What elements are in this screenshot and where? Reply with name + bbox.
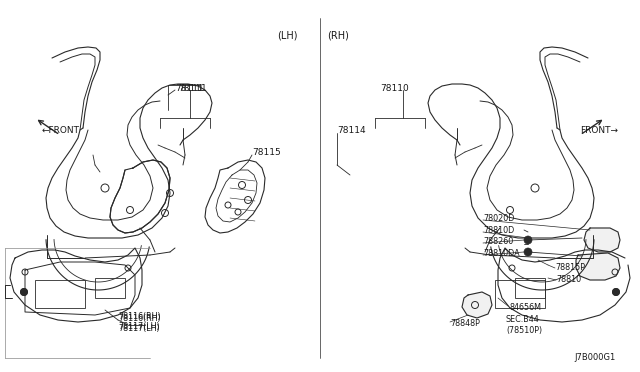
Text: 78114: 78114 — [337, 125, 365, 135]
Text: 788260: 788260 — [483, 237, 513, 246]
Text: 78810: 78810 — [556, 276, 581, 285]
Text: SEC.B44: SEC.B44 — [506, 315, 540, 324]
Bar — [495, 280, 545, 308]
Text: 78116(RH): 78116(RH) — [118, 314, 161, 323]
Circle shape — [524, 236, 532, 244]
Text: FRONT→: FRONT→ — [580, 125, 618, 135]
Circle shape — [524, 248, 532, 256]
Text: (RH): (RH) — [327, 30, 349, 40]
Text: (78510P): (78510P) — [506, 326, 542, 334]
Text: 78020D: 78020D — [483, 214, 515, 222]
Text: 78110: 78110 — [380, 83, 409, 93]
Bar — [515, 278, 545, 298]
Text: 78810DA: 78810DA — [483, 248, 520, 257]
Text: 78115: 78115 — [252, 148, 281, 157]
Bar — [35, 280, 85, 308]
Text: 78810D: 78810D — [483, 225, 515, 234]
Circle shape — [20, 289, 28, 295]
Text: 78117(LH): 78117(LH) — [118, 324, 159, 333]
Text: 78111: 78111 — [175, 83, 204, 93]
Text: 78815P: 78815P — [555, 263, 585, 273]
Text: 78111: 78111 — [178, 83, 207, 93]
Text: ←FRONT: ←FRONT — [42, 125, 80, 135]
Text: 84656M: 84656M — [510, 304, 542, 312]
Text: J7B000G1: J7B000G1 — [574, 353, 615, 362]
Text: 78117(LH): 78117(LH) — [118, 321, 159, 330]
Text: (LH): (LH) — [276, 30, 297, 40]
Text: 78848P: 78848P — [450, 320, 480, 328]
Polygon shape — [462, 292, 492, 318]
Circle shape — [612, 289, 620, 295]
Polygon shape — [576, 253, 620, 280]
Polygon shape — [584, 228, 620, 252]
Text: 78116(RH): 78116(RH) — [118, 311, 161, 321]
Bar — [95, 278, 125, 298]
